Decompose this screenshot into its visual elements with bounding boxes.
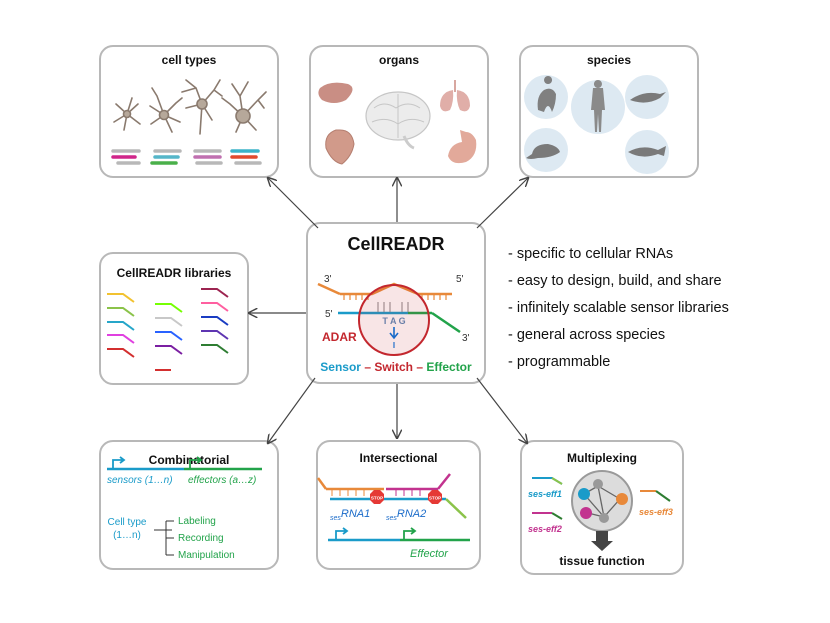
arrow-to-multiplexing [476, 377, 527, 443]
multiplexing-box: Multiplexing [520, 440, 684, 575]
feature-3: - infinitely scalable sensor libraries [508, 300, 729, 316]
intersectional-title: Intersectional [359, 451, 438, 465]
arrow-to-species [476, 178, 528, 229]
species-box: species [519, 45, 699, 178]
intersectional-box: Intersectional [316, 440, 481, 570]
feature-5: - programmable [508, 354, 611, 370]
cellreadr-box: CellREADR [306, 222, 486, 384]
multiplexing-title: Multiplexing [567, 451, 637, 465]
libraries-box: CellREADR libraries [99, 252, 249, 385]
cell-types-title: cell types [161, 53, 217, 67]
libraries-title: CellREADR libraries [116, 266, 232, 280]
organs-title: organs [378, 53, 419, 67]
arrow-to-combinatorial [268, 377, 316, 443]
species-title: species [586, 53, 632, 67]
organs-box: organs [309, 45, 489, 178]
cell-types-box: cell types [99, 45, 279, 178]
feature-1: - specific to cellular RNAs [508, 246, 674, 262]
arrow-to-cell-types [268, 178, 319, 229]
combinatorial-box: Combinatorial [99, 440, 279, 570]
cellreadr-title: CellREADR [347, 234, 445, 254]
combinatorial-title: Combinatorial [148, 453, 230, 467]
feature-4: - general across species [508, 327, 666, 343]
feature-2: - easy to design, build, and share [508, 273, 722, 289]
